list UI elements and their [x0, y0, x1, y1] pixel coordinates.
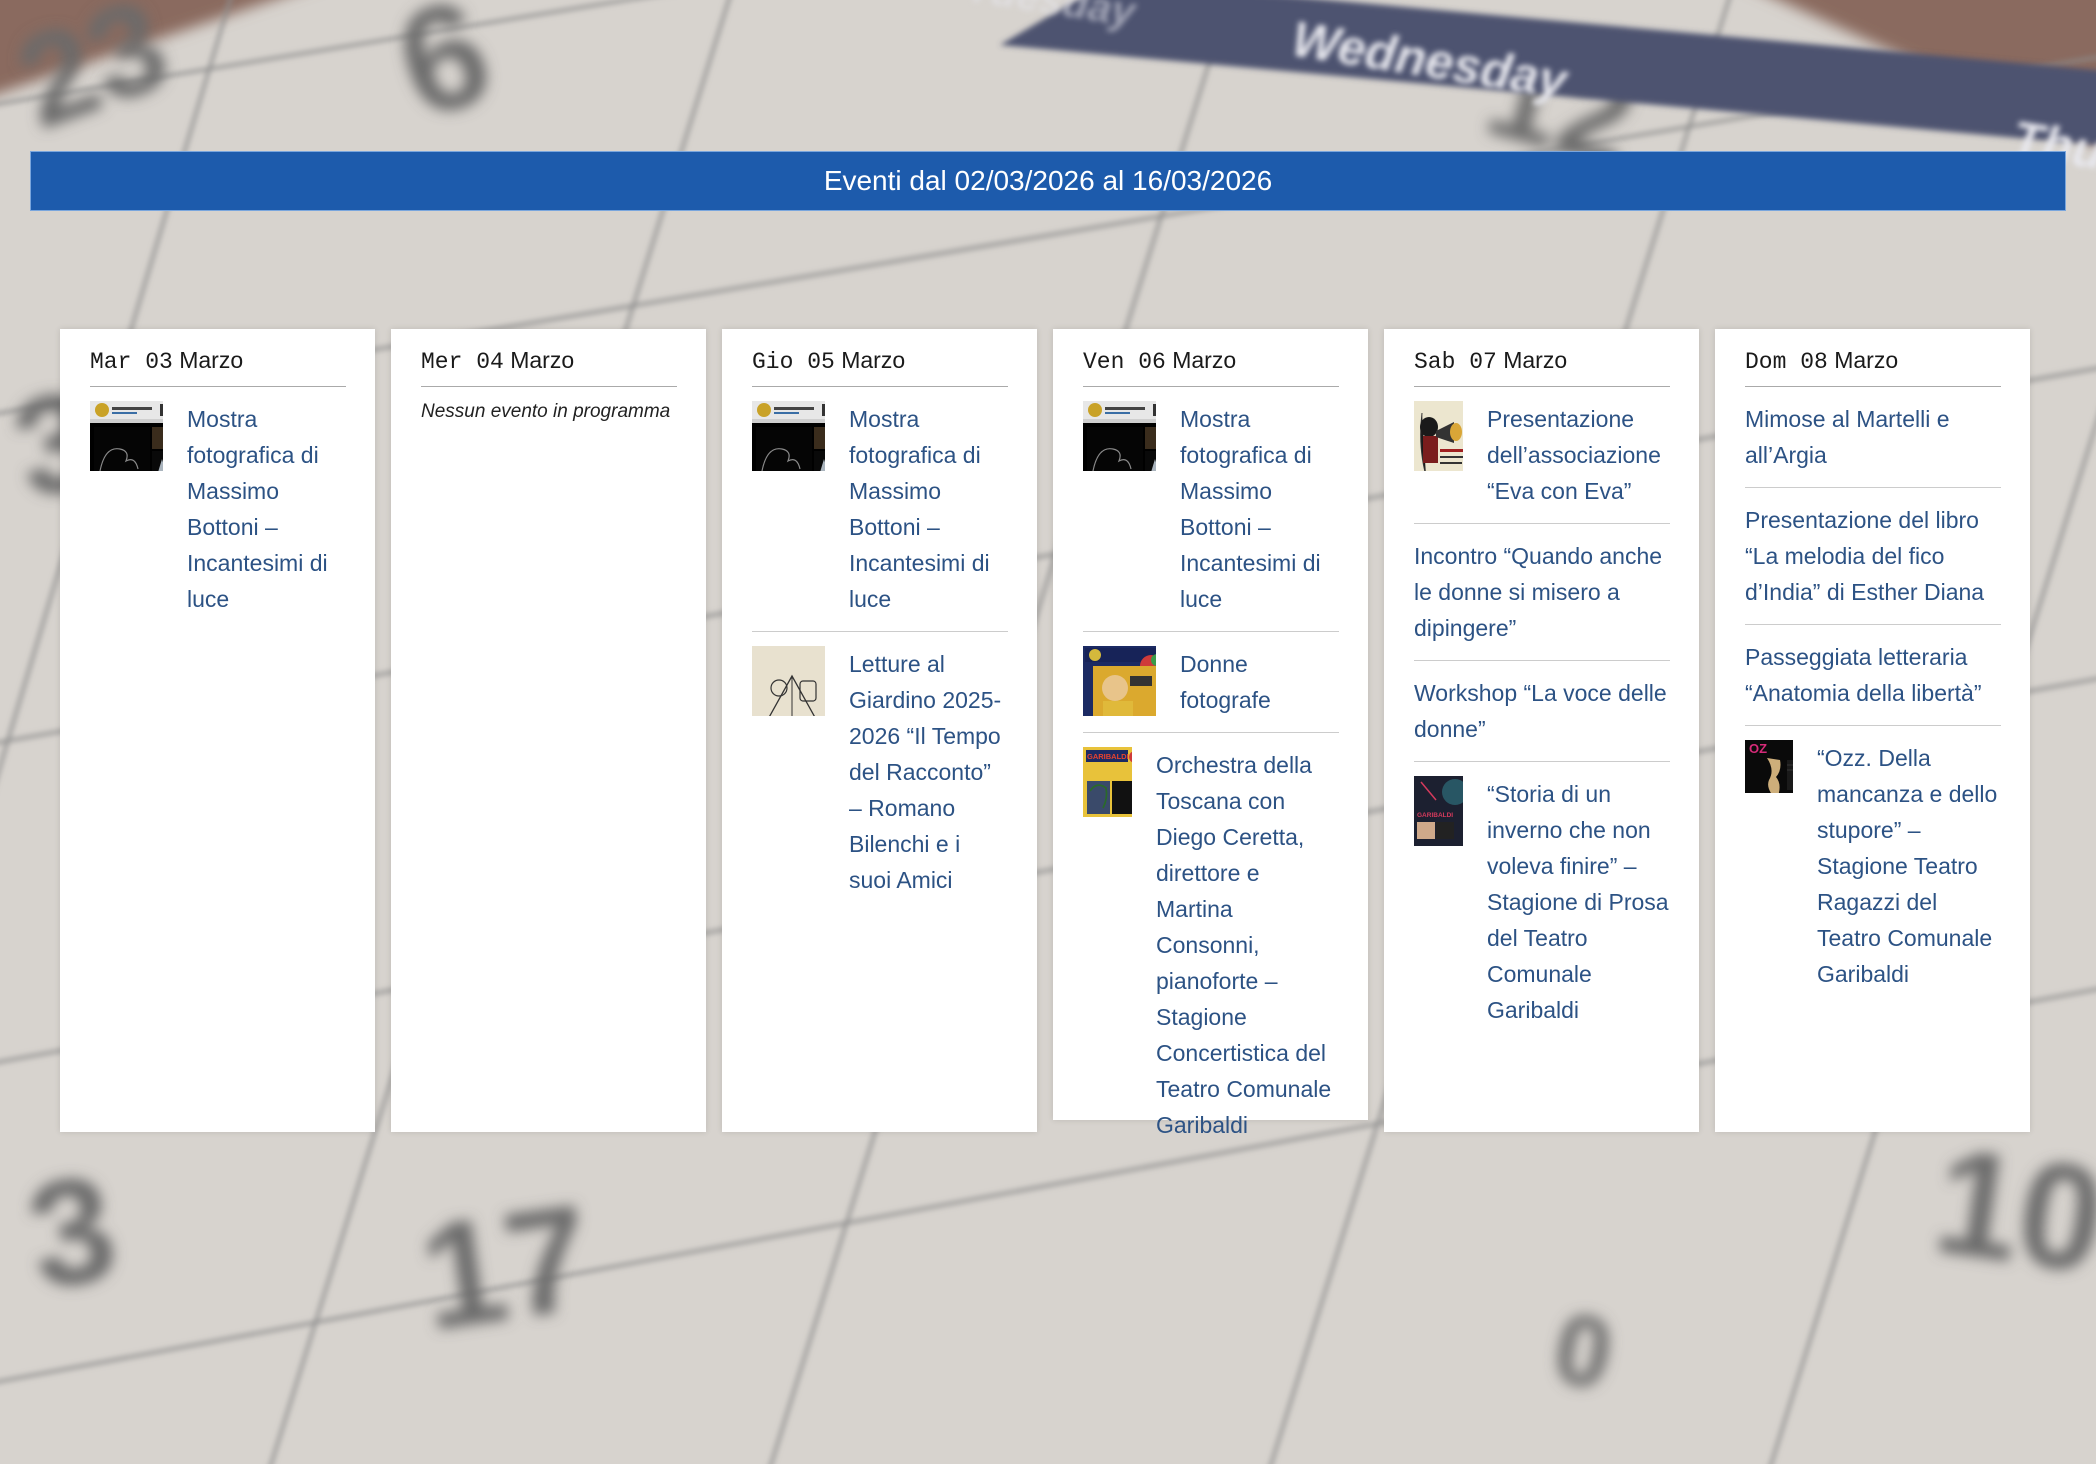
- svg-text:10: 10: [1926, 1115, 2096, 1305]
- svg-text:17: 17: [411, 1172, 600, 1362]
